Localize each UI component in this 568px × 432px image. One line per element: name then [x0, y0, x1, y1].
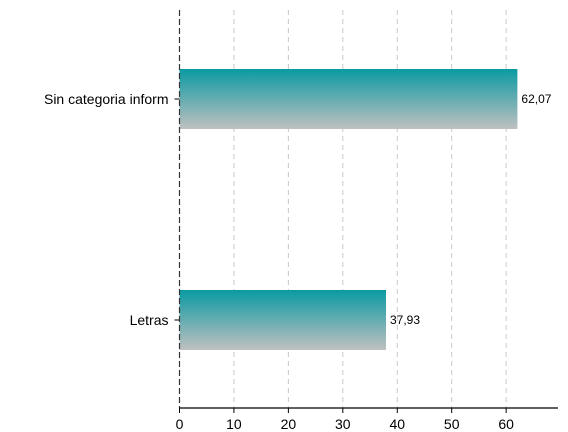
x-tick-label-0: 0	[176, 416, 184, 432]
bars	[179, 69, 518, 350]
x-tick-label-60: 60	[498, 416, 514, 432]
axes	[174, 10, 558, 413]
category-label-1: Letras	[130, 312, 169, 328]
x-tick-label-10: 10	[226, 416, 242, 432]
x-tick-label-30: 30	[335, 416, 351, 432]
x-tick-label-50: 50	[444, 416, 460, 432]
bar-0	[179, 69, 518, 129]
data-label-1: 37,93	[390, 313, 420, 327]
x-tick-label-20: 20	[281, 416, 297, 432]
category-label-0: Sin categoria inform	[44, 91, 169, 107]
bar-1	[179, 290, 386, 350]
x-tick-label-40: 40	[389, 416, 405, 432]
labels: 62,07 Sin categoria inform 37,93 Letras 0 10 2…	[44, 91, 552, 432]
data-label-0: 62,07	[521, 92, 551, 106]
